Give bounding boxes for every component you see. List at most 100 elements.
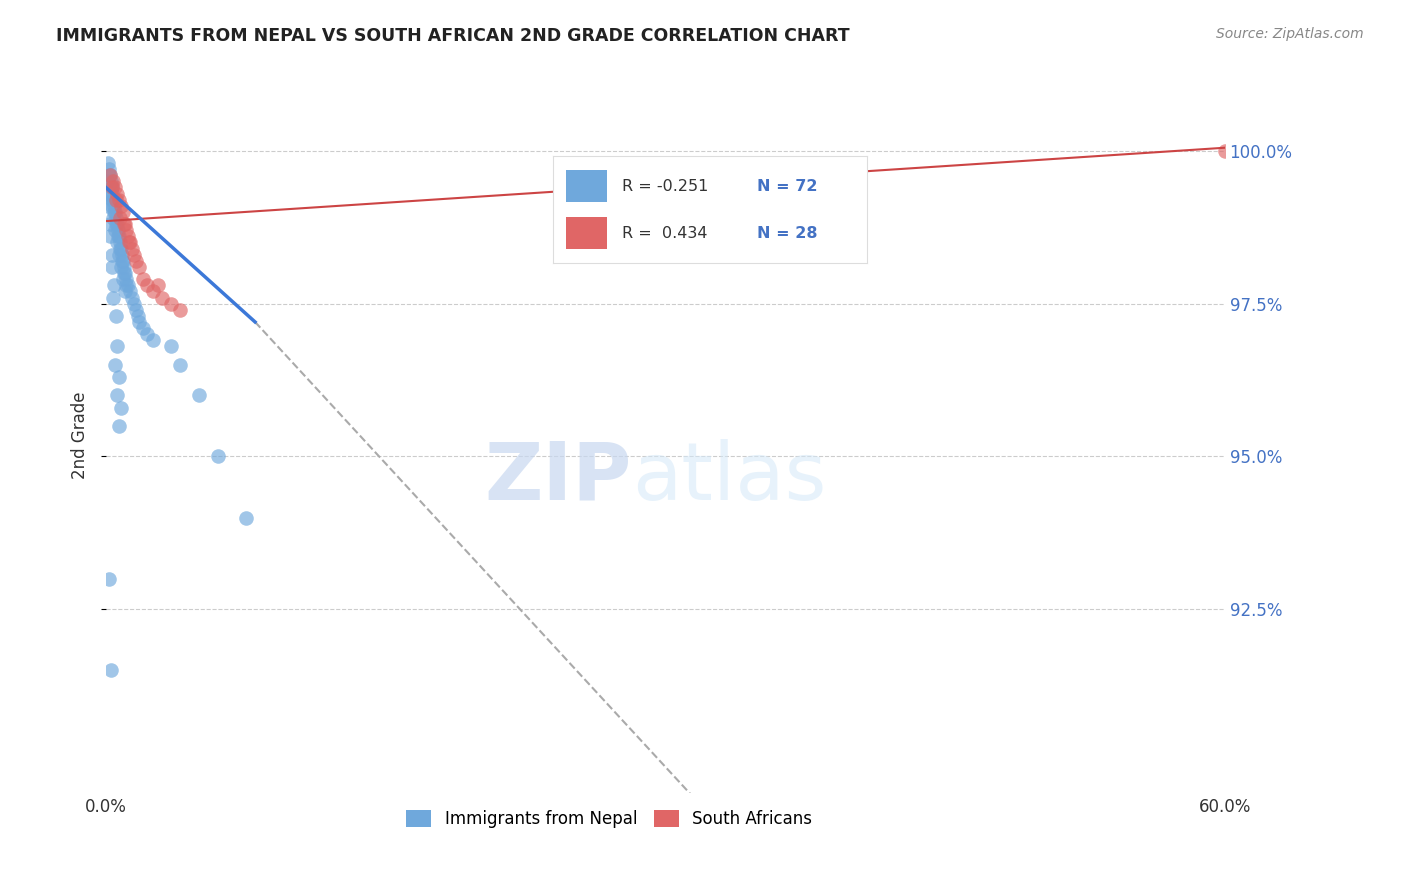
Point bbox=[104, 180, 127, 194]
Point bbox=[98, 229, 121, 244]
Point bbox=[108, 242, 131, 256]
Point bbox=[114, 266, 136, 280]
Point bbox=[111, 253, 134, 268]
Text: atlas: atlas bbox=[631, 439, 827, 517]
Point bbox=[111, 205, 134, 219]
Point bbox=[108, 229, 131, 244]
Point bbox=[105, 388, 128, 402]
Point bbox=[105, 193, 128, 207]
Point bbox=[104, 358, 127, 372]
Legend: Immigrants from Nepal, South Africans: Immigrants from Nepal, South Africans bbox=[399, 803, 818, 834]
Point bbox=[107, 229, 129, 244]
Point bbox=[105, 186, 128, 201]
Text: IMMIGRANTS FROM NEPAL VS SOUTH AFRICAN 2ND GRADE CORRELATION CHART: IMMIGRANTS FROM NEPAL VS SOUTH AFRICAN 2… bbox=[56, 27, 849, 45]
Point bbox=[108, 193, 131, 207]
Point bbox=[114, 217, 136, 231]
Point bbox=[111, 253, 134, 268]
Point bbox=[169, 302, 191, 317]
Point bbox=[108, 211, 131, 225]
Point bbox=[107, 223, 129, 237]
Point bbox=[100, 199, 122, 213]
Point bbox=[160, 339, 183, 353]
Point bbox=[110, 260, 132, 274]
Point bbox=[141, 285, 163, 299]
Point bbox=[121, 291, 143, 305]
Point bbox=[103, 205, 125, 219]
Point bbox=[103, 291, 125, 305]
Point bbox=[98, 572, 121, 586]
Point bbox=[105, 217, 128, 231]
Point bbox=[100, 260, 122, 274]
Point bbox=[115, 223, 138, 237]
Point bbox=[100, 180, 122, 194]
Point bbox=[101, 193, 124, 207]
Point bbox=[110, 199, 132, 213]
Point bbox=[103, 174, 125, 188]
Point bbox=[136, 278, 159, 293]
Point bbox=[118, 235, 141, 250]
Point bbox=[111, 272, 134, 286]
Point bbox=[108, 370, 131, 384]
Point bbox=[108, 248, 131, 262]
Point bbox=[97, 156, 120, 170]
Point bbox=[111, 248, 134, 262]
Point bbox=[103, 199, 125, 213]
Point bbox=[235, 510, 257, 524]
Point bbox=[105, 235, 128, 250]
Point bbox=[98, 186, 121, 201]
Point bbox=[98, 168, 121, 182]
Point bbox=[101, 186, 124, 201]
Point bbox=[169, 358, 191, 372]
Point bbox=[128, 315, 150, 329]
Point bbox=[120, 235, 142, 250]
Point bbox=[146, 278, 169, 293]
Point bbox=[101, 248, 124, 262]
Point bbox=[127, 309, 149, 323]
Point bbox=[104, 223, 127, 237]
Point bbox=[1213, 144, 1236, 158]
Point bbox=[105, 211, 128, 225]
Point bbox=[117, 278, 139, 293]
Point bbox=[110, 242, 132, 256]
Text: Source: ZipAtlas.com: Source: ZipAtlas.com bbox=[1216, 27, 1364, 41]
Point bbox=[103, 193, 125, 207]
Point bbox=[105, 217, 128, 231]
Point bbox=[97, 199, 120, 213]
Point bbox=[122, 296, 145, 310]
Point bbox=[97, 186, 120, 201]
Point bbox=[136, 327, 159, 342]
Y-axis label: 2nd Grade: 2nd Grade bbox=[72, 392, 89, 479]
Point bbox=[132, 321, 155, 335]
Point bbox=[128, 260, 150, 274]
Point bbox=[117, 229, 139, 244]
Point bbox=[103, 278, 125, 293]
Point bbox=[112, 266, 135, 280]
Point bbox=[100, 180, 122, 194]
Point bbox=[112, 217, 135, 231]
Point bbox=[97, 162, 120, 177]
Point bbox=[107, 339, 129, 353]
Point bbox=[188, 388, 211, 402]
Point bbox=[100, 664, 122, 678]
Point bbox=[98, 168, 121, 182]
Point bbox=[100, 174, 122, 188]
Point bbox=[121, 242, 143, 256]
Point bbox=[150, 291, 173, 305]
Text: ZIP: ZIP bbox=[485, 439, 631, 517]
Point bbox=[115, 278, 138, 293]
Point bbox=[112, 260, 135, 274]
Point bbox=[108, 235, 131, 250]
Point bbox=[98, 217, 121, 231]
Point bbox=[120, 285, 142, 299]
Point bbox=[104, 309, 127, 323]
Point bbox=[97, 168, 120, 182]
Point bbox=[125, 302, 148, 317]
Point bbox=[207, 450, 229, 464]
Point bbox=[108, 418, 131, 433]
Point bbox=[125, 253, 148, 268]
Point bbox=[100, 180, 122, 194]
Point bbox=[103, 211, 125, 225]
Point bbox=[132, 272, 155, 286]
Point bbox=[160, 296, 183, 310]
Point bbox=[110, 401, 132, 415]
